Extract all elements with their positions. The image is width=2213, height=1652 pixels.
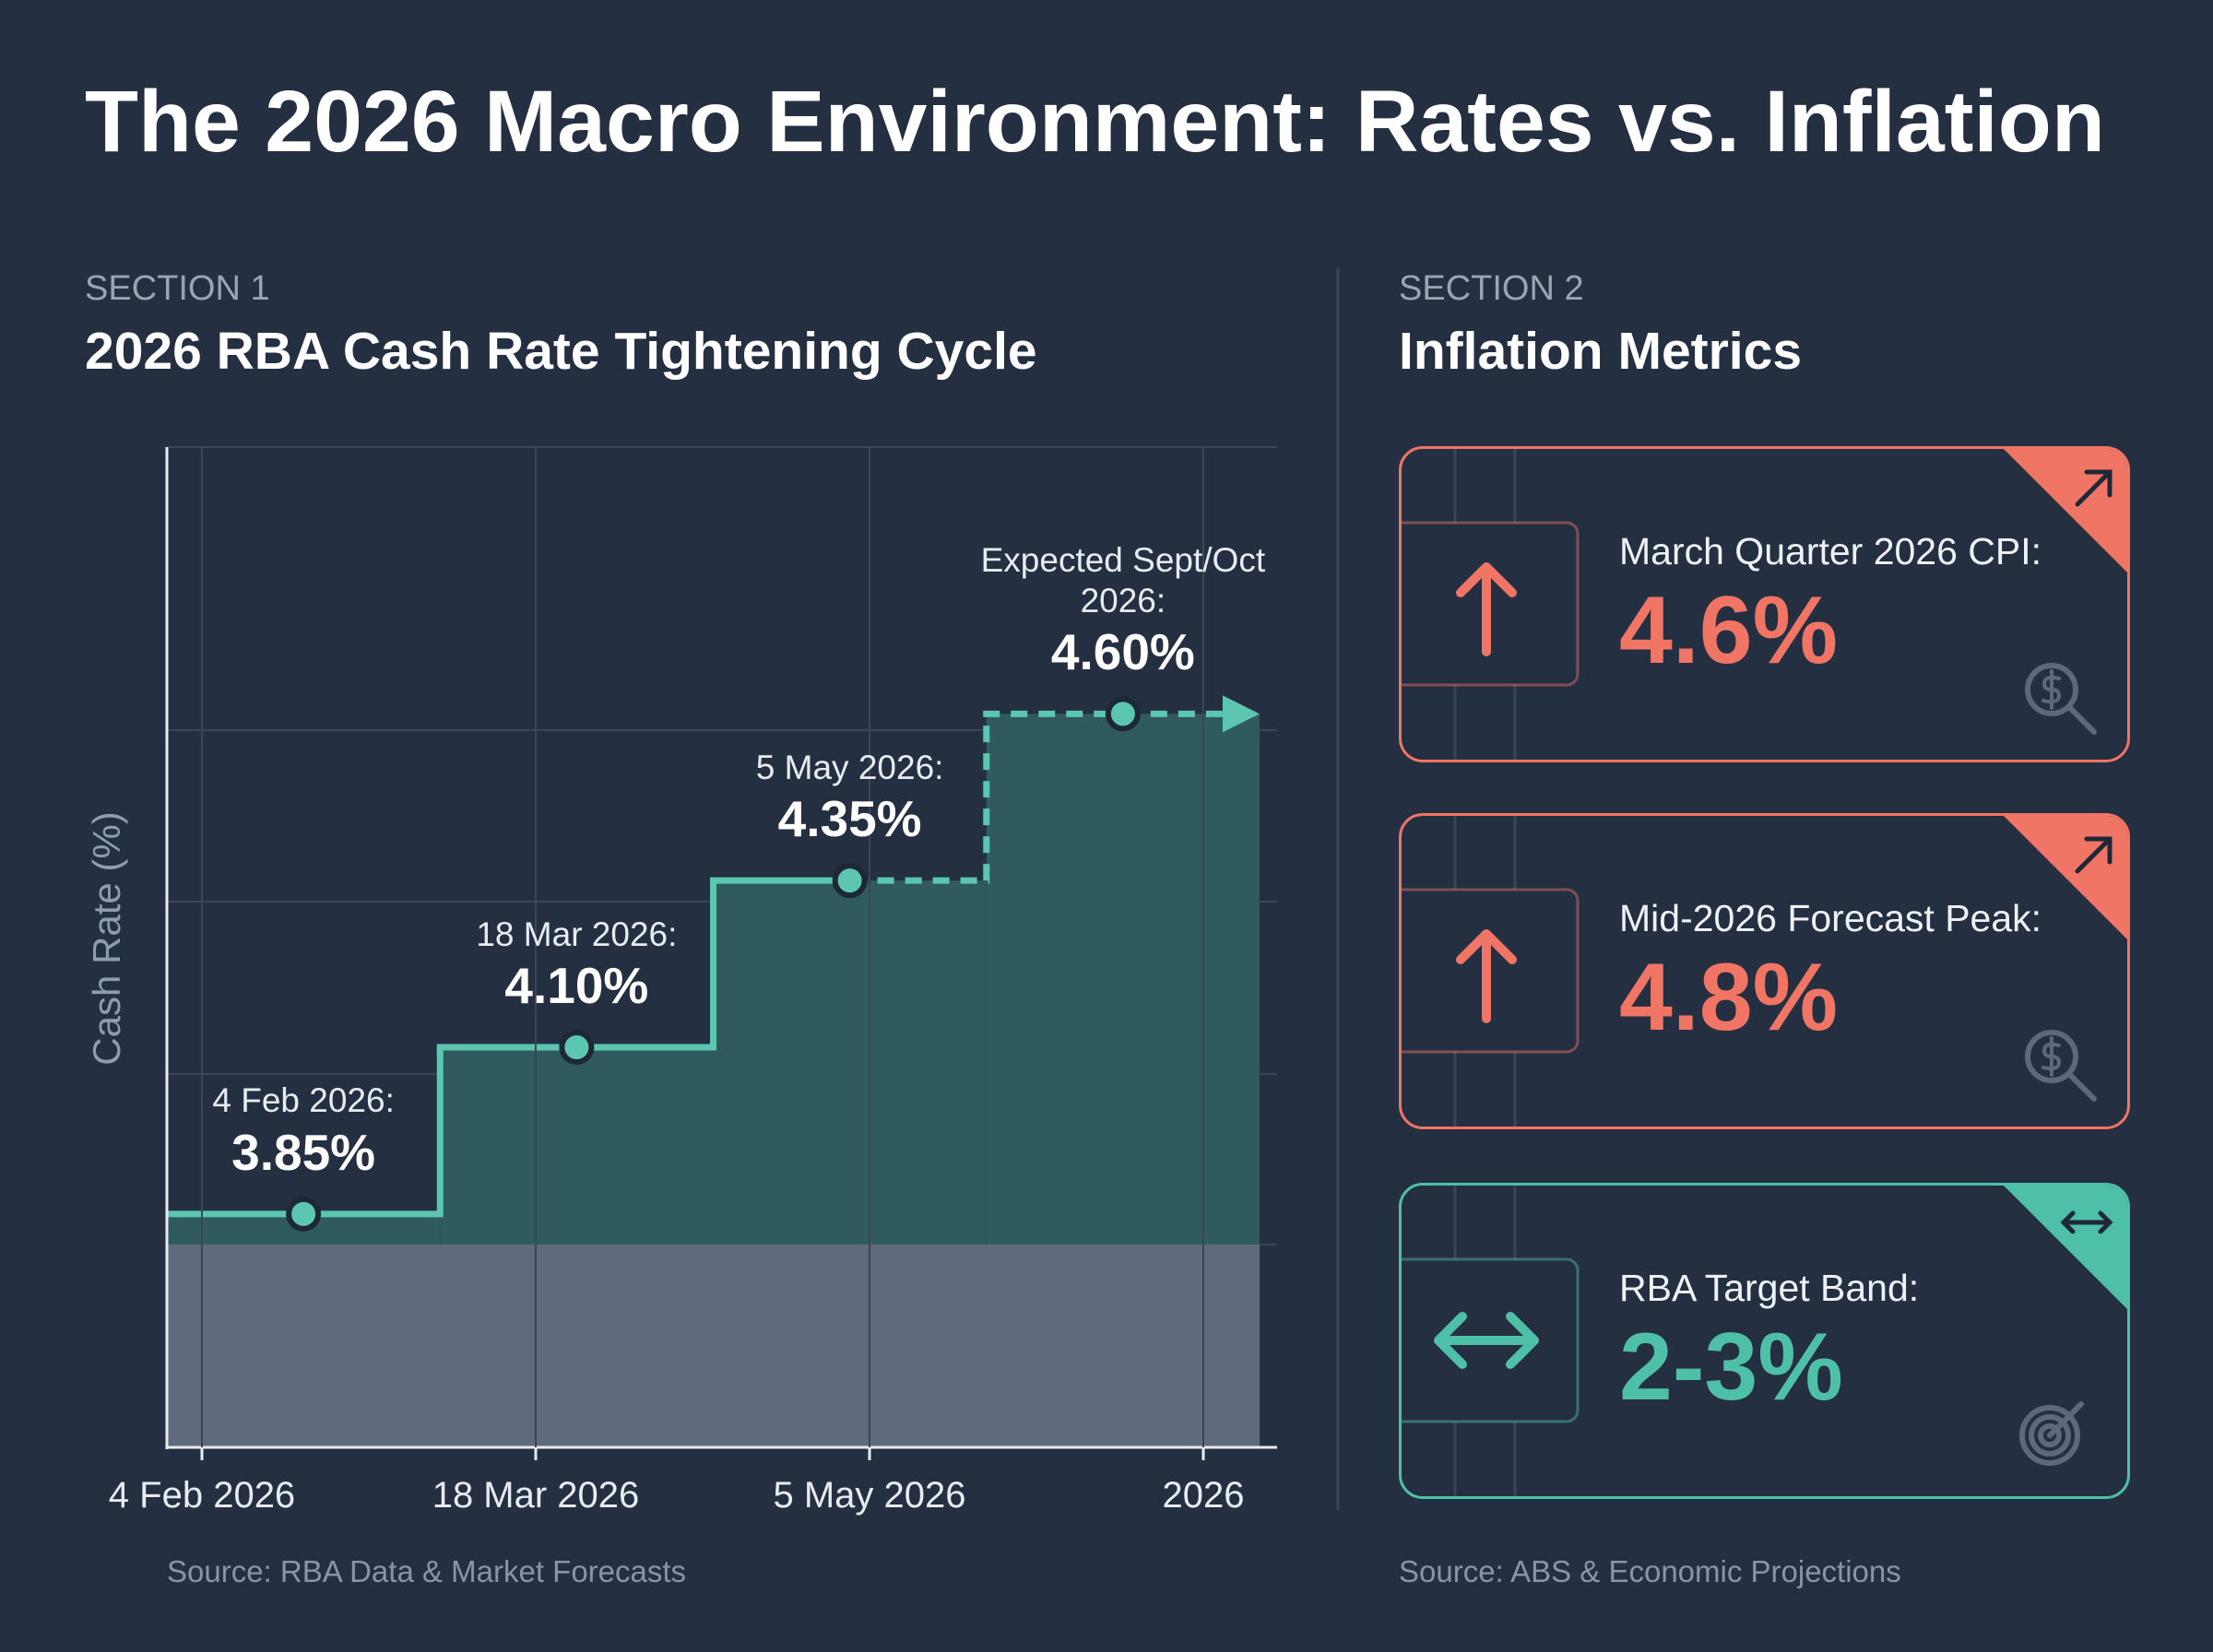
point-label: 5 May 2026:: [755, 748, 944, 786]
section-heading: Inflation Metrics: [1399, 322, 1803, 381]
trend-icon: [1434, 1312, 1539, 1369]
point-annotation: Expected Sept/Oct 2026: 4.60%: [976, 540, 1271, 683]
card-value: 2-3%: [1619, 1314, 1843, 1421]
card-label: Mid-2026 Forecast Peak:: [1619, 897, 2042, 939]
card-value: 4.6%: [1619, 577, 1839, 684]
x-tick-label: 5 May 2026: [773, 1475, 966, 1516]
card-value: 4.8%: [1619, 944, 1839, 1051]
section-label: SECTION 2: [1399, 269, 1584, 308]
corner: [2004, 449, 2127, 572]
corner-glyph: [2019, 1405, 2080, 1466]
point-label: Expected Sept/Oct 2026:: [980, 540, 1266, 620]
corner-glyph: [2029, 1414, 2071, 1457]
value-label: 3.85%: [231, 1123, 376, 1181]
section-heading: 2026 RBA Cash Rate Tightening Cycle: [85, 322, 1037, 381]
band: [167, 1245, 1260, 1447]
corner-glyph: [2047, 1401, 2084, 1438]
corner-glyph: [2025, 663, 2078, 716]
section-label: SECTION 1: [85, 269, 270, 308]
point-annotation: 5 May 2026: 4.35%: [703, 748, 998, 849]
metric-card: RBA Target Band: 2-3%: [1399, 1183, 2130, 1499]
corner: [2004, 1186, 2127, 1309]
metric-card: Mid-2026 Forecast Peak: 4.8%: [1399, 813, 2130, 1129]
corner-glyph: [2025, 1030, 2078, 1083]
metric-card: March Quarter 2026 CPI: 4.6%: [1399, 446, 2130, 762]
y-axis-label: Cash Rate (%): [85, 811, 128, 1065]
corner-glyph: [2038, 1423, 2062, 1447]
corner-glyph: [2041, 669, 2062, 710]
card-graphics: [1402, 816, 2127, 1127]
corner-glyph: [2041, 1036, 2062, 1077]
card-graphics: [1402, 1186, 2127, 1496]
point: [832, 863, 868, 899]
point: [559, 1030, 595, 1065]
value-label: 4.10%: [504, 957, 649, 1014]
page-title: The 2026 Macro Environment: Rates vs. In…: [85, 73, 2105, 171]
trend-icon: [1456, 562, 1517, 656]
value-label: 4.60%: [1050, 623, 1195, 681]
card-graphics: [1402, 449, 2127, 760]
source: Source: ABS & Economic Projections: [1399, 1554, 1901, 1588]
point-annotation: 18 Mar 2026: 4.10%: [429, 914, 724, 1016]
x-tick-label: 2026: [1162, 1475, 1245, 1516]
point: [286, 1196, 322, 1232]
source: Source: RBA Data & Market Forecasts: [167, 1554, 687, 1588]
corner-icon: [2060, 1210, 2113, 1234]
corner: [2004, 816, 2127, 939]
corner-icon: [2075, 836, 2112, 874]
corner-glyph: [2066, 704, 2097, 735]
x-tick-label: 4 Feb 2026: [108, 1475, 296, 1516]
corner-glyph: [2066, 1071, 2097, 1102]
value-label: 4.35%: [777, 790, 922, 848]
trend-icon: [1456, 929, 1517, 1023]
x-tick-label: 18 Mar 2026: [432, 1475, 640, 1516]
point: [1105, 696, 1141, 732]
arrow-head: [1223, 695, 1260, 733]
card-label: RBA Target Band:: [1619, 1267, 1920, 1309]
point-label: 18 Mar 2026:: [476, 914, 678, 953]
point-annotation: 4 Feb 2026: 3.85%: [156, 1080, 451, 1182]
card-label: March Quarter 2026 CPI:: [1619, 530, 2042, 572]
corner-icon: [2075, 469, 2112, 507]
point-label: 4 Feb 2026:: [212, 1081, 395, 1120]
